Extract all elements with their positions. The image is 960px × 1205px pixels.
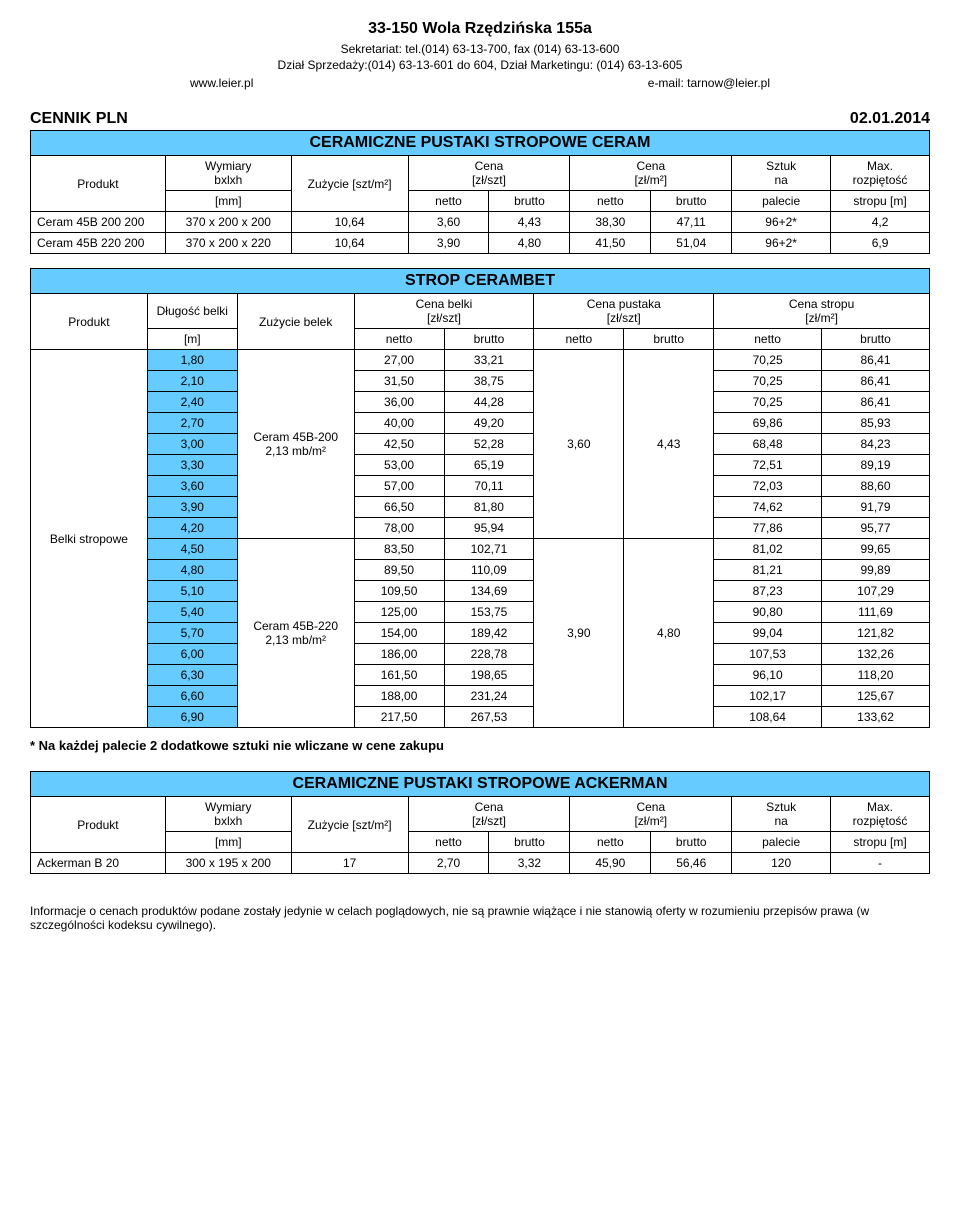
- table-row: 2,7040,0049,2069,8685,93: [31, 413, 930, 434]
- table-row: 3,0042,5052,2868,4884,23: [31, 434, 930, 455]
- ceram-title: CERAMICZNE PUSTAKI STROPOWE CERAM: [31, 131, 930, 156]
- table-row: Belki stropowe1,80Ceram 45B-200 2,13 mb/…: [31, 350, 930, 371]
- ackerman-table: CERAMICZNE PUSTAKI STROPOWE ACKERMAN Pro…: [30, 771, 930, 874]
- header-title: 33-150 Wola Rzędzińska 155a: [30, 20, 930, 38]
- hdr-cena1: Cena[zł/szt]: [408, 156, 570, 191]
- ceram-table: CERAMICZNE PUSTAKI STROPOWE CERAM Produk…: [30, 130, 930, 254]
- table-row: 5,70154,00189,4299,04121,82: [31, 623, 930, 644]
- table-row: 5,10109,50134,6987,23107,29: [31, 581, 930, 602]
- ackerman-title: CERAMICZNE PUSTAKI STROPOWE ACKERMAN: [31, 772, 930, 797]
- cennik-label: CENNIK PLN: [30, 110, 128, 128]
- header-email: e-mail: tarnow@leier.pl: [648, 76, 770, 90]
- table-row: 3,3053,0065,1972,5189,19: [31, 455, 930, 476]
- table-row: 4,8089,50110,0981,2199,89: [31, 560, 930, 581]
- hdr-sztuk: Sztukna: [732, 156, 831, 191]
- table-row: 6,00186,00228,78107,53132,26: [31, 644, 930, 665]
- header-line2: Dział Sprzedaży:(014) 63-13-601 do 604, …: [30, 58, 930, 72]
- table-row: Ackerman B 20 300 x 195 x 200 17 2,70 3,…: [31, 853, 930, 874]
- table-row: Ceram 45B 200 200370 x 200 x 20010,643,6…: [31, 212, 930, 233]
- disclaimer: Informacje o cenach produktów podane zos…: [30, 904, 930, 932]
- table-row: 6,30161,50198,6596,10118,20: [31, 665, 930, 686]
- cennik-date: 02.01.2014: [850, 110, 930, 128]
- hdr-wymiary: Wymiarybxlxh: [165, 156, 291, 191]
- hdr-max: Max.rozpiętość: [831, 156, 930, 191]
- header-www: www.leier.pl: [190, 76, 253, 90]
- footnote: * Na każdej palecie 2 dodatkowe sztuki n…: [30, 738, 930, 753]
- strop-table: STROP CERAMBET Produkt Długość belki Zuż…: [30, 268, 930, 728]
- table-row: 4,2078,0095,9477,8695,77: [31, 518, 930, 539]
- strop-title: STROP CERAMBET: [31, 269, 930, 294]
- table-row: 4,50Ceram 45B-220 2,13 mb/m²83,50102,713…: [31, 539, 930, 560]
- table-row: 2,4036,0044,2870,2586,41: [31, 392, 930, 413]
- hdr-cena2: Cena[zł/m²]: [570, 156, 732, 191]
- header: 33-150 Wola Rzędzińska 155a Sekretariat:…: [30, 20, 930, 90]
- table-row: 3,9066,5081,8074,6291,79: [31, 497, 930, 518]
- header-line1: Sekretariat: tel.(014) 63-13-700, fax (0…: [30, 42, 930, 56]
- hdr-zuzycie: Zużycie [szt/m²]: [291, 156, 408, 212]
- table-row: 6,60188,00231,24102,17125,67: [31, 686, 930, 707]
- table-row: 3,6057,0070,1172,0388,60: [31, 476, 930, 497]
- table-row: Ceram 45B 220 200370 x 200 x 22010,643,9…: [31, 233, 930, 254]
- table-row: 2,1031,5038,7570,2586,41: [31, 371, 930, 392]
- table-row: 5,40125,00153,7590,80111,69: [31, 602, 930, 623]
- hdr-produkt: Produkt: [31, 156, 166, 212]
- table-row: 6,90217,50267,53108,64133,62: [31, 707, 930, 728]
